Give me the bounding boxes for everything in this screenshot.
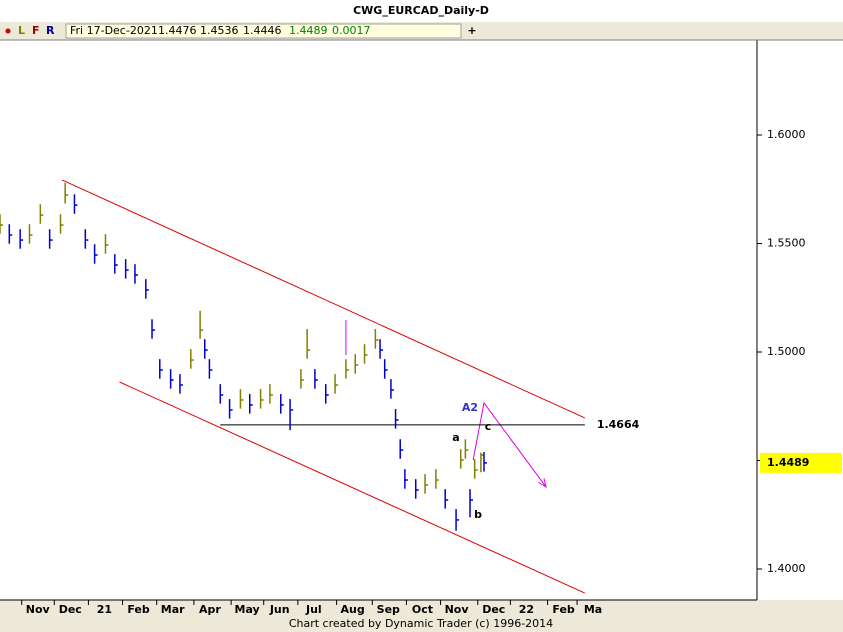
toolbar-button[interactable]: L <box>18 24 25 37</box>
wave-label: A2 <box>462 401 478 414</box>
trend-line <box>472 401 547 488</box>
wave-label: c <box>485 420 492 433</box>
x-tick-label: Feb <box>552 603 575 616</box>
x-tick-label: Jun <box>269 603 290 616</box>
last-price-label: 1.4489 <box>767 456 809 469</box>
x-tick-label: Oct <box>412 603 433 616</box>
level-label: 1.4664 <box>597 418 640 431</box>
wave-label: a <box>452 431 459 444</box>
x-tick-label: Sep <box>377 603 400 616</box>
chart-title: CWG_EURCAD_Daily-D <box>353 4 489 17</box>
x-tick-label: Dec <box>59 603 82 616</box>
quote-change: 0.0017 <box>332 24 371 37</box>
toolbar-button[interactable]: F <box>32 24 40 37</box>
title-bar <box>0 0 843 22</box>
x-tick-label: 21 <box>97 603 112 616</box>
x-tick-label: May <box>235 603 260 616</box>
quote-date: Fri 17-Dec-2021 <box>70 24 158 37</box>
quote-high: 1.4536 <box>200 24 239 37</box>
y-tick-label: 1.6000 <box>767 128 806 141</box>
status-dot <box>5 28 11 34</box>
last-price-box <box>760 452 842 473</box>
x-tick-label: Aug <box>341 603 365 616</box>
y-tick-label: 1.4000 <box>767 562 806 575</box>
x-tick-label: Apr <box>199 603 221 616</box>
wave-label: b <box>474 508 482 521</box>
x-tick-label: Dec <box>482 603 505 616</box>
toolbar-button[interactable]: R <box>46 24 55 37</box>
x-tick-label: Nov <box>26 603 51 616</box>
add-button[interactable]: + <box>467 24 476 37</box>
x-tick-label: Ma <box>584 603 602 616</box>
y-tick-label: 1.5000 <box>767 345 806 358</box>
trend-line <box>61 179 586 419</box>
trend-line <box>119 381 586 594</box>
y-tick-label: 1.5500 <box>767 237 806 250</box>
x-tick-label: 22 <box>519 603 534 616</box>
x-tick-label: Mar <box>161 603 185 616</box>
quote-box <box>65 23 462 39</box>
x-tick-label: Nov <box>445 603 470 616</box>
quote-low: 1.4446 <box>243 24 282 37</box>
arrow-head <box>538 478 547 488</box>
quote-open: 1.4476 <box>158 24 197 37</box>
quote-close: 1.4489 <box>289 24 328 37</box>
footer <box>0 600 843 632</box>
x-tick-label: Jul <box>305 603 322 616</box>
x-tick-label: Feb <box>127 603 150 616</box>
credit: Chart created by Dynamic Trader (c) 1996… <box>289 617 553 630</box>
